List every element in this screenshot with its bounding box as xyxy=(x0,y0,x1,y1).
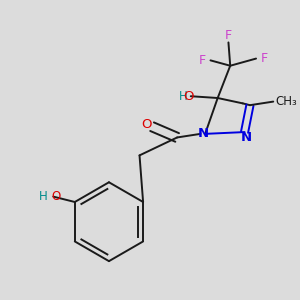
Text: H: H xyxy=(39,190,48,203)
Text: F: F xyxy=(199,54,206,67)
Text: CH₃: CH₃ xyxy=(275,95,297,108)
Text: H: H xyxy=(178,90,187,103)
Text: O: O xyxy=(52,190,61,203)
Text: F: F xyxy=(225,29,232,42)
Text: F: F xyxy=(260,52,268,65)
Text: N: N xyxy=(197,128,208,140)
Text: O: O xyxy=(183,90,194,103)
Text: N: N xyxy=(241,131,252,144)
Text: O: O xyxy=(141,118,152,131)
